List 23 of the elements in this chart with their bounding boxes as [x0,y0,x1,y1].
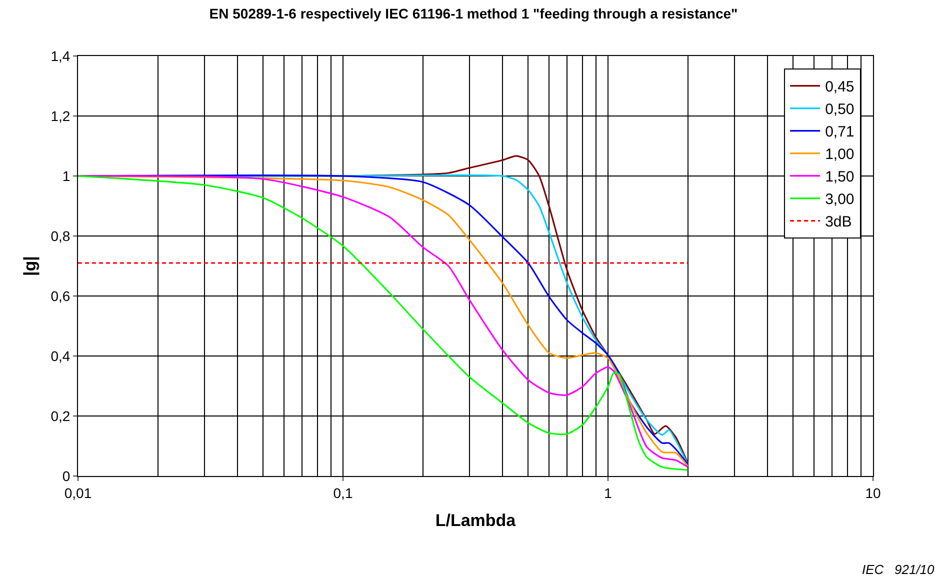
legend-label: 0,71 [825,124,854,141]
y-tick-label: 1 [62,168,70,184]
y-tick-label: 0 [62,468,70,484]
x-tick-label: 0,1 [333,484,353,501]
y-tick-label: 0,2 [50,408,70,424]
text: IEC 921/10 [862,562,936,577]
legend-label: 3,00 [825,191,854,208]
legend-label: 0,45 [825,78,854,96]
x-tick-label: 10 [865,484,881,501]
x-tick-label: 0,01 [64,484,92,501]
y-axis-title: |g| [20,256,40,276]
chart-title: EN 50289-1-6 respectively IEC 61196-1 method 1 "feeding through a resistance" [209,6,738,22]
x-tick-label: 1 [604,484,612,501]
y-tick-label: 0,6 [50,288,70,304]
legend-label: 1,00 [825,146,854,164]
x-axis-title: L/Lambda [435,511,516,530]
y-tick-label: 0,4 [50,348,70,364]
legend-label: 1,50 [825,168,854,186]
legend-label: 0,50 [825,101,854,118]
y-tick-label: 0,8 [50,228,70,244]
y-tick-label: 1,2 [50,108,70,124]
y-tick-label: 1,4 [50,48,70,64]
legend-label: 3dB [825,214,852,231]
